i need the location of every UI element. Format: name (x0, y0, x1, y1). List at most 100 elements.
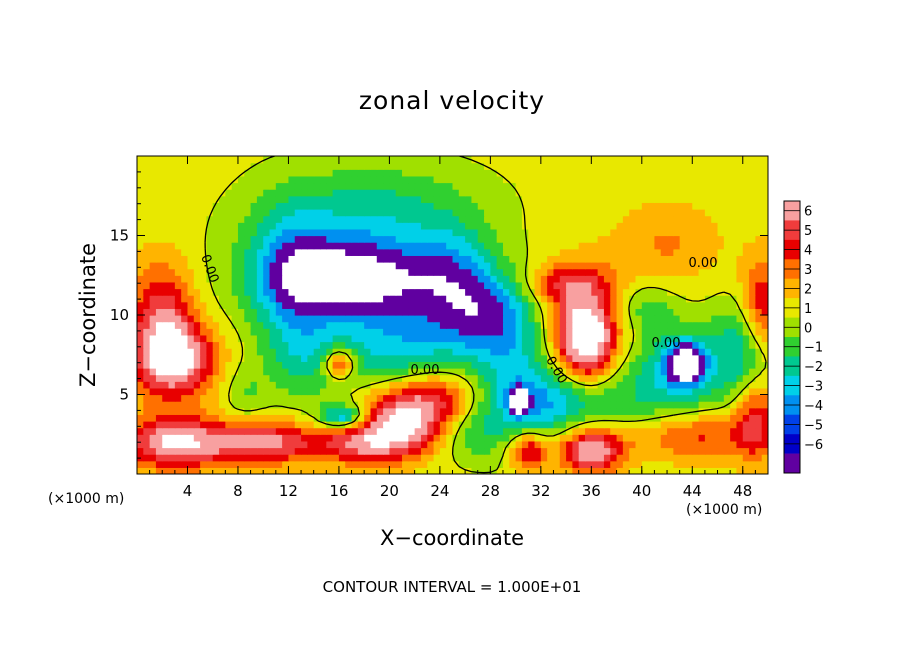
heatmap-cell (585, 315, 592, 323)
heatmap-cell (685, 328, 693, 336)
heatmap-cell (275, 301, 283, 309)
heatmap-cell (465, 374, 473, 382)
heatmap-cell (654, 189, 662, 197)
heatmap-cell (275, 454, 283, 462)
heatmap-cell (692, 262, 700, 270)
heatmap-cell (540, 315, 548, 323)
heatmap-cell (616, 202, 624, 210)
heatmap-cell (465, 414, 473, 422)
heatmap-cell (294, 169, 302, 177)
heatmap-cell (654, 262, 662, 270)
heatmap-cell (490, 195, 498, 203)
heatmap-cell (301, 467, 308, 474)
heatmap-cell (332, 341, 340, 349)
heatmap-cell (402, 427, 409, 435)
heatmap-cell (610, 162, 618, 170)
heatmap-cell (502, 447, 510, 455)
heatmap-cell (168, 387, 176, 396)
heatmap-cell (496, 262, 504, 270)
heatmap-cell (389, 248, 397, 256)
heatmap-cell (591, 401, 599, 409)
heatmap-cell (648, 228, 656, 237)
heatmap-cell (351, 460, 359, 468)
heatmap-cell (294, 228, 302, 237)
heatmap-cell (200, 169, 208, 177)
heatmap-cell (641, 308, 649, 316)
heatmap-cell (704, 348, 712, 356)
heatmap-cell (414, 334, 422, 343)
heatmap-cell (231, 354, 239, 362)
heatmap-cell (742, 242, 750, 250)
heatmap-cell (143, 262, 151, 270)
heatmap-cell (193, 381, 201, 389)
heatmap-cell (591, 255, 599, 263)
heatmap-cell (698, 301, 706, 309)
heatmap-cell (301, 275, 308, 283)
heatmap-cell (231, 394, 239, 402)
heatmap-cell (528, 202, 536, 210)
heatmap-cell (502, 235, 510, 243)
heatmap-cell (502, 381, 510, 389)
heatmap-cell (326, 275, 334, 283)
heatmap-cell (206, 262, 214, 270)
heatmap-cell (685, 454, 693, 462)
heatmap-cell (427, 242, 435, 250)
heatmap-cell (408, 182, 416, 190)
heatmap-cell (433, 195, 441, 203)
heatmap-cell (420, 248, 428, 256)
heatmap-cell (591, 454, 599, 462)
heatmap-cell (420, 341, 428, 349)
heatmap-cell (155, 202, 163, 210)
heatmap-cell (566, 175, 573, 184)
heatmap-cell (477, 228, 485, 237)
heatmap-cell (679, 328, 687, 336)
heatmap-cell (730, 387, 738, 396)
heatmap-cell (685, 255, 693, 263)
heatmap-cell (502, 156, 510, 164)
heatmap-cell (389, 295, 397, 303)
heatmap-cell (717, 434, 725, 442)
heatmap-cell (345, 467, 353, 474)
heatmap-cell (383, 222, 390, 230)
heatmap-cell (225, 281, 233, 290)
heatmap-cell (288, 381, 296, 389)
heatmap-cell (219, 169, 226, 177)
heatmap-cell (313, 182, 321, 190)
heatmap-cell (389, 328, 397, 336)
heatmap-cell (496, 202, 504, 210)
heatmap-cell (319, 368, 327, 376)
heatmap-cell (149, 182, 157, 190)
heatmap-cell (225, 228, 233, 237)
heatmap-cell (685, 321, 693, 329)
heatmap-cell (408, 255, 416, 263)
heatmap-cell (288, 341, 296, 349)
heatmap-cell (181, 228, 189, 237)
heatmap-cell (174, 434, 182, 442)
heatmap-cell (389, 321, 397, 329)
heatmap-cell (370, 268, 378, 276)
heatmap-cell (168, 169, 176, 177)
heatmap-cell (376, 189, 384, 197)
heatmap-cell (711, 334, 719, 343)
heatmap-cell (547, 321, 555, 329)
heatmap-cell (212, 361, 220, 369)
heatmap-cell (187, 394, 195, 402)
heatmap-cell (679, 275, 687, 283)
heatmap-cell (402, 275, 409, 283)
heatmap-cell (149, 460, 157, 468)
heatmap-cell (193, 421, 201, 429)
heatmap-cell (376, 414, 384, 422)
heatmap-cell (572, 427, 580, 435)
heatmap-cell (275, 268, 283, 276)
heatmap-cell (458, 275, 466, 283)
heatmap-cell (288, 222, 296, 230)
heatmap-cell (439, 361, 447, 369)
heatmap-cell (521, 189, 529, 197)
heatmap-cell (654, 195, 662, 203)
heatmap-cell (667, 281, 674, 290)
heatmap-cell (622, 162, 630, 170)
heatmap-cell (566, 401, 573, 409)
heatmap-cell (635, 447, 643, 455)
heatmap-cell (338, 348, 346, 356)
heatmap-cell (174, 262, 182, 270)
